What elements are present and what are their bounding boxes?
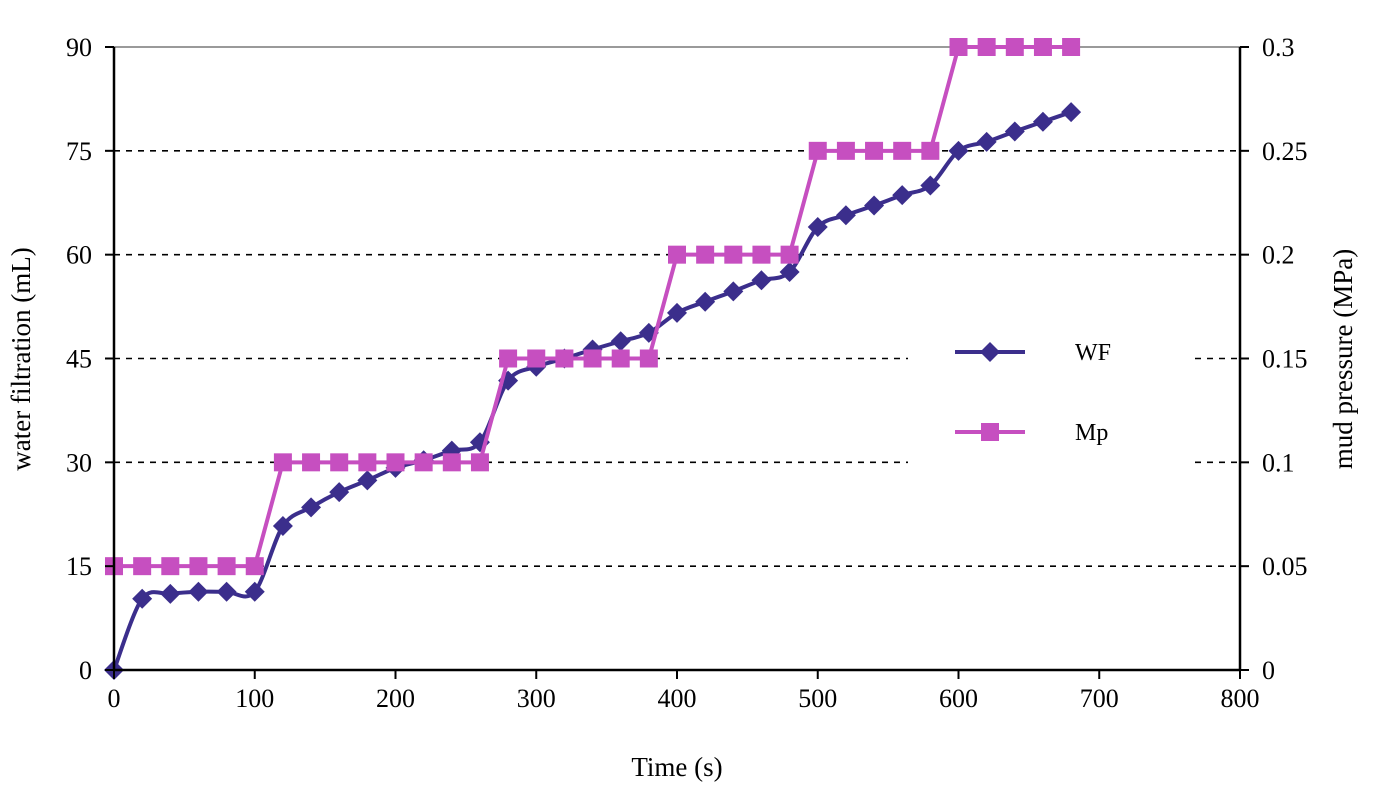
data-point-wf [188, 581, 209, 602]
data-point-wf [976, 131, 997, 152]
y-tick-label: 45 [66, 345, 92, 374]
y-tick-label: 0 [79, 656, 92, 685]
data-point-mp [949, 38, 968, 56]
data-point-mp [386, 453, 405, 472]
y2-tick-label: 0.2 [1262, 241, 1295, 270]
data-point-wf [216, 581, 237, 602]
data-point-wf [667, 302, 687, 323]
data-point-wf [1061, 102, 1082, 123]
data-point-wf [695, 291, 716, 312]
data-point-mp [808, 141, 827, 160]
data-point-mp [161, 557, 180, 576]
x-tick-label: 400 [658, 684, 697, 713]
axes [105, 46, 1249, 679]
data-point-mp [1033, 38, 1052, 56]
data-point-wf [132, 588, 153, 609]
x-axis-title: Time (s) [631, 752, 722, 782]
data-point-mp [639, 349, 658, 368]
y-axis-title: water filtration (mL) [6, 247, 36, 470]
data-point-wf [1032, 111, 1053, 132]
y-tick-label: 75 [66, 137, 92, 166]
data-point-mp [499, 349, 518, 368]
data-point-mp [217, 557, 236, 576]
data-point-mp [583, 349, 602, 368]
data-point-mp [977, 38, 996, 56]
data-point-mp [836, 141, 855, 160]
x-tick-label: 0 [108, 684, 121, 713]
series-line-mp [114, 45, 1072, 569]
legend-swatch-marker [981, 423, 999, 441]
x-tick-label: 100 [235, 684, 274, 713]
legend-label: WF [1075, 340, 1111, 366]
y2-axis-title: mud pressure (MPa) [1328, 249, 1358, 469]
data-point-wf [920, 175, 941, 196]
data-point-wf [301, 497, 322, 518]
y2-tick-label: 0.1 [1262, 448, 1295, 477]
data-point-wf [892, 185, 913, 206]
series-lines [104, 38, 1082, 680]
x-tick-label: 700 [1080, 684, 1119, 713]
data-point-mp [555, 349, 574, 368]
legend-item-wf: WF [955, 340, 1111, 366]
y2-tick-label: 0.05 [1262, 552, 1308, 581]
x-tick-label: 600 [939, 684, 978, 713]
data-point-wf [723, 281, 744, 302]
y2-tick-label: 0 [1262, 656, 1275, 685]
data-point-mp [1062, 38, 1081, 56]
data-point-mp [189, 557, 208, 576]
data-point-wf [751, 270, 772, 291]
data-point-mp [724, 245, 743, 264]
data-point-mp [696, 245, 715, 264]
data-point-wf [244, 581, 265, 602]
x-tick-label: 200 [376, 684, 415, 713]
y2-tick-label: 0.25 [1262, 137, 1308, 166]
x-tick-label: 800 [1221, 684, 1260, 713]
legend: WF Mp [955, 340, 1111, 446]
data-point-mp [780, 245, 799, 264]
y2-tick-label: 0.15 [1262, 345, 1308, 374]
y-tick-label: 60 [66, 241, 92, 270]
data-point-wf [864, 195, 885, 216]
data-point-wf [835, 205, 856, 226]
data-point-wf [948, 140, 969, 161]
data-point-mp [330, 453, 349, 472]
data-point-mp [302, 453, 321, 472]
legend-item-mp: Mp [955, 420, 1108, 446]
data-point-mp [1005, 38, 1024, 56]
data-point-mp [865, 141, 884, 160]
y2-tick-label: 0.3 [1262, 33, 1295, 62]
data-point-wf [779, 261, 800, 282]
tick-labels: 0 100 200 300 400 500 600 700 800015304560759000… [66, 33, 1308, 713]
y-tick-label: 15 [66, 552, 92, 581]
y-tick-label: 30 [66, 448, 92, 477]
series-mp [105, 38, 1081, 576]
data-point-mp [752, 245, 771, 264]
data-point-mp [442, 453, 461, 472]
data-point-mp [668, 245, 686, 264]
data-point-wf [1004, 121, 1025, 142]
y-tick-label: 90 [66, 33, 92, 62]
legend-swatch-marker [980, 342, 1000, 362]
data-point-mp [358, 453, 377, 472]
data-point-mp [273, 453, 292, 472]
data-point-wf [160, 583, 181, 604]
data-point-wf [272, 516, 293, 537]
data-point-mp [133, 557, 152, 576]
data-point-mp [527, 349, 546, 368]
data-point-mp [414, 453, 433, 472]
x-tick-label: 500 [798, 684, 837, 713]
data-point-mp [611, 349, 630, 368]
data-point-wf [610, 331, 631, 352]
data-point-mp [921, 141, 940, 160]
legend-label: Mp [1075, 420, 1108, 446]
data-point-mp [893, 141, 912, 160]
data-point-wf [357, 470, 378, 491]
data-point-mp [245, 557, 264, 576]
data-point-wf [329, 482, 350, 503]
data-point-mp [470, 453, 489, 472]
series-wf [104, 102, 1082, 680]
x-tick-label: 300 [517, 684, 556, 713]
data-point-wf [807, 216, 828, 237]
